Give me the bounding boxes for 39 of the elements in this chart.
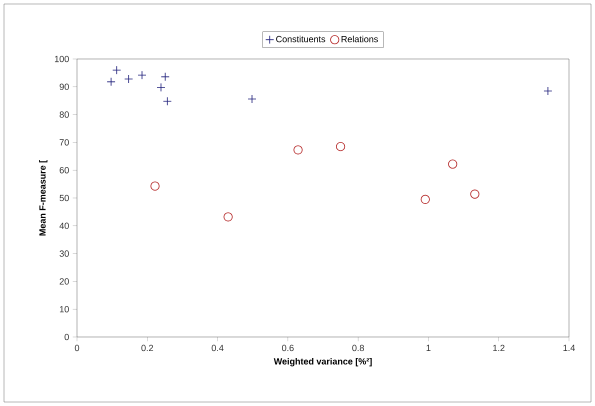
x-tick-label: 1 [426, 344, 430, 351]
x-tick-label: 1.4 [563, 344, 575, 351]
point [544, 86, 552, 96]
y-tick-label: 100 [54, 56, 69, 62]
x-tick-label: 0.8 [352, 344, 364, 352]
y-tick-label: 70 [60, 139, 69, 146]
y-tick-label: 20 [60, 278, 69, 285]
point [160, 72, 170, 82]
y-tick-label: 50 [60, 194, 69, 202]
y-tick-label: 40 [59, 222, 69, 229]
point [248, 94, 256, 104]
x-tick-label: 0.2 [141, 344, 154, 352]
point [106, 77, 116, 86]
x-axis-title: Weighted variance [%²] [274, 358, 372, 366]
legend-label: Constituents [276, 36, 326, 42]
x-tick-label: 0 [74, 344, 80, 352]
point [336, 142, 346, 152]
point [420, 194, 430, 204]
y-axis-title: Mean F-measure [ [39, 160, 48, 236]
legend-label: Relations [342, 36, 378, 42]
point [470, 190, 480, 199]
point [224, 212, 233, 222]
point [156, 82, 166, 92]
y-tick-label: 80 [60, 111, 69, 118]
point [162, 96, 172, 106]
y-tick-label: 60 [60, 167, 69, 174]
point [293, 145, 303, 154]
x-tick-label: 0.4 [212, 344, 224, 352]
x-tick-label: 1.2 [493, 344, 504, 352]
y-tick-label: 90 [60, 84, 69, 90]
point [448, 160, 458, 169]
y-tick-label: 0 [64, 334, 69, 340]
point [138, 70, 146, 80]
point [150, 181, 160, 191]
y-tick-label: 30 [60, 250, 69, 257]
y-tick-label: 10 [60, 306, 69, 312]
point [124, 74, 134, 84]
point [112, 66, 122, 74]
x-tick-label: 0.6 [282, 344, 294, 352]
